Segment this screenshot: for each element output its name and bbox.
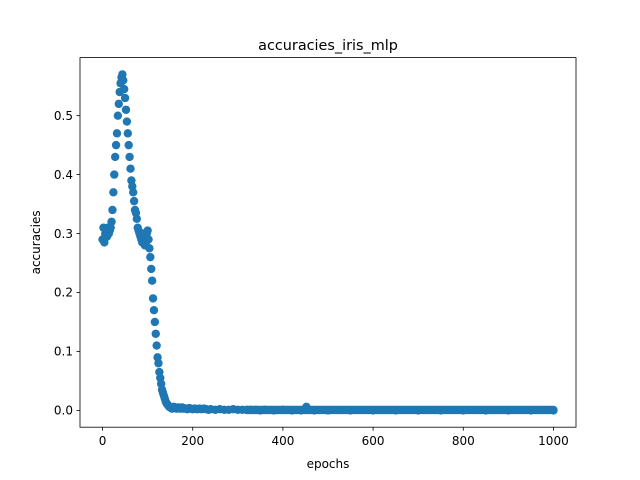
data-point (148, 294, 158, 303)
data-point (123, 129, 132, 138)
x-tick-label: 400 (271, 434, 294, 448)
data-point (132, 214, 142, 224)
data-points (98, 70, 558, 415)
data-point (145, 244, 154, 253)
data-point (129, 196, 139, 206)
data-point (151, 329, 160, 338)
data-point (109, 188, 118, 197)
data-point (147, 276, 157, 285)
data-point (129, 188, 138, 197)
y-tick-label: 0.5 (54, 109, 73, 123)
data-point (143, 226, 152, 235)
data-point (108, 205, 117, 215)
x-axis-title: epochs (307, 457, 350, 471)
data-point (119, 84, 129, 94)
x-tick-label: 800 (452, 434, 475, 448)
data-point (150, 317, 160, 327)
data-point (120, 93, 130, 103)
y-tick-label: 0.4 (54, 168, 73, 182)
y-axis-ticks: 0.0 0.1 0.2 0.3 0.4 0.5 (54, 109, 80, 418)
data-point (113, 111, 123, 120)
y-tick-label: 0.0 (54, 404, 73, 418)
data-point (111, 140, 121, 150)
y-tick-label: 0.3 (54, 227, 73, 241)
x-axis-ticks: 0 200 400 600 800 1000 (99, 427, 569, 448)
y-axis-title: accuracies (29, 210, 43, 274)
y-tick-label: 0.2 (54, 286, 73, 300)
x-tick-label: 1000 (538, 434, 569, 448)
data-point (147, 264, 156, 274)
x-tick-label: 0 (99, 434, 107, 448)
plot-frame (79, 57, 577, 428)
data-point (154, 359, 163, 368)
data-point (119, 76, 128, 85)
data-point (110, 170, 119, 179)
data-point (152, 341, 161, 350)
data-point (146, 252, 155, 262)
data-point (124, 140, 133, 150)
y-tick-label: 0.1 (54, 345, 73, 359)
chart-title: accuracies_iris_mlp (258, 38, 398, 54)
data-point (110, 152, 120, 162)
data-point (114, 99, 123, 109)
data-point (149, 305, 159, 315)
plot-area (80, 57, 576, 428)
data-point (144, 235, 153, 244)
x-tick-label: 600 (362, 434, 385, 448)
x-tick-label: 200 (181, 434, 204, 448)
data-point (107, 217, 116, 226)
data-point (125, 152, 134, 162)
data-point (126, 164, 135, 173)
data-point (122, 117, 132, 126)
data-point (112, 129, 122, 138)
data-point (121, 105, 131, 114)
